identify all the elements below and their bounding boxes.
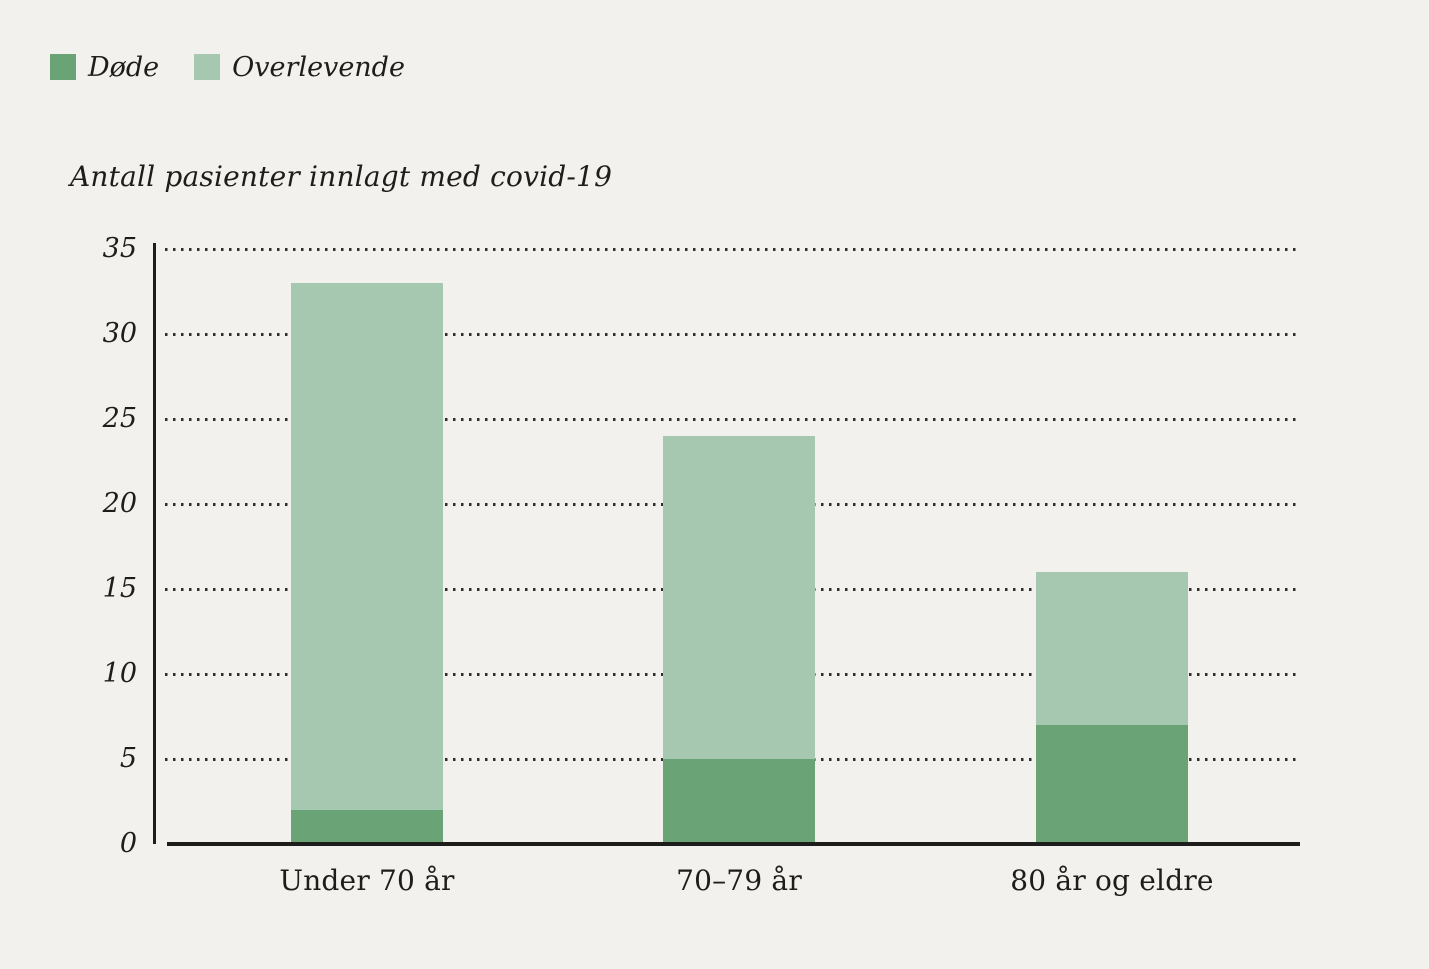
legend-label-overlevende: Overlevende	[232, 52, 405, 83]
bar-segment-overlevende-2	[663, 436, 815, 759]
bar-segment-dode-3	[1036, 725, 1188, 844]
x-axis-label-2: 70–79 år	[676, 864, 802, 897]
x-axis-line	[167, 842, 1300, 846]
bar-segment-dode-2	[663, 759, 815, 844]
legend-swatch-overlevende	[194, 53, 221, 80]
gridline-35	[165, 248, 1300, 251]
y-tick-label-10: 10	[102, 658, 137, 689]
chart-title: Antall pasienter innlagt med covid-19	[70, 160, 613, 193]
legend-item-overlevende: Overlevende	[194, 52, 405, 81]
y-tick-label-35: 35	[102, 233, 137, 264]
legend: Døde Overlevende	[50, 52, 405, 81]
y-axis-line	[153, 243, 156, 844]
gridline-25	[165, 418, 1300, 421]
legend-item-dode: Døde	[50, 52, 159, 81]
y-tick-label-15: 15	[102, 573, 137, 604]
y-tick-label-25: 25	[102, 403, 137, 434]
bar-segment-overlevende-3	[1036, 572, 1188, 725]
y-tick-label-0: 0	[119, 828, 137, 859]
bar-segment-overlevende-1	[291, 283, 443, 810]
y-tick-label-30: 30	[102, 318, 137, 349]
y-tick-label-5: 5	[119, 743, 137, 774]
x-axis-label-1: Under 70 år	[279, 864, 455, 897]
legend-label-dode: Døde	[88, 52, 160, 83]
legend-swatch-dode	[50, 53, 76, 80]
bar-segment-dode-1	[291, 810, 443, 844]
gridline-30	[165, 333, 1300, 336]
x-axis-label-3: 80 år og eldre	[1010, 864, 1214, 897]
y-tick-label-20: 20	[102, 488, 137, 519]
